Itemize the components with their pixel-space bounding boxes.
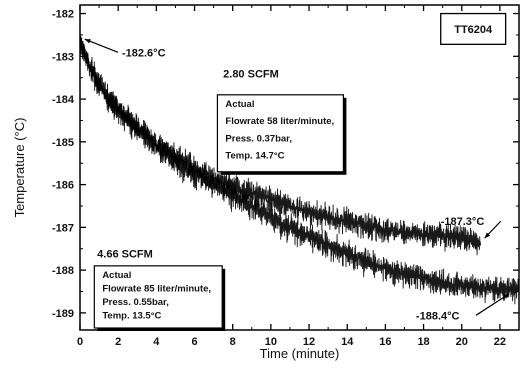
y-tick-label: -189 bbox=[52, 308, 74, 320]
info-box-line: Temp. 14.7°C bbox=[225, 151, 284, 162]
info-box bbox=[216, 94, 345, 173]
info-box-line: Press. 0.55bar, bbox=[102, 297, 169, 308]
x-tick-label: 0 bbox=[77, 336, 83, 348]
annotation-layer: -182.6°C 2.80 SCFM 4.66 SCFM -187.3°C -188.4… bbox=[84, 38, 510, 331]
y-tick-label: -185 bbox=[52, 137, 74, 149]
x-tick-label: 18 bbox=[417, 336, 429, 348]
x-tick-label: 4 bbox=[153, 336, 160, 348]
y-axis-ticks: -182 -183 -184 -185 -186 -187 -188 -189 bbox=[52, 9, 519, 320]
annotation-label: 2.80 SCFM bbox=[223, 69, 279, 81]
x-tick-label: 22 bbox=[494, 336, 506, 348]
y-tick-label: -183 bbox=[52, 51, 74, 63]
y-tick-label: -184 bbox=[52, 94, 75, 106]
plot-frame bbox=[79, 4, 520, 331]
annotation-arrowhead bbox=[503, 293, 510, 299]
x-tick-label: 2 bbox=[115, 336, 121, 348]
tag-box: TT6204 bbox=[440, 12, 507, 45]
annotation-arrowhead bbox=[484, 232, 491, 239]
x-tick-label: 14 bbox=[341, 336, 354, 348]
annotation-label: 4.66 SCFM bbox=[97, 248, 153, 260]
info-box-line: Flowrate 85 liter/minute, bbox=[102, 283, 211, 294]
x-tick-label: 6 bbox=[191, 336, 197, 348]
annotation-label: -187.3°C bbox=[441, 216, 485, 228]
info-box-line: Temp. 13.5°C bbox=[102, 310, 161, 321]
annotation-label: -182.6°C bbox=[122, 47, 166, 59]
info-box-line: Flowrate 58 liter/minute, bbox=[225, 116, 334, 127]
annotation-arrow bbox=[84, 38, 119, 53]
info-box bbox=[93, 265, 223, 329]
y-tick-label: -188 bbox=[52, 265, 74, 277]
annotation-arrowhead bbox=[84, 39, 91, 44]
y-axis-title: Temperature (°C) bbox=[12, 118, 27, 218]
series-layer bbox=[79, 30, 520, 305]
annotation-label: -188.4°C bbox=[416, 310, 460, 322]
y-tick-label: -182 bbox=[52, 9, 74, 21]
info-box-line: Actual bbox=[102, 270, 131, 281]
x-tick-label: 10 bbox=[265, 336, 277, 348]
x-axis-title: Time (minute) bbox=[260, 346, 340, 361]
info-box-line: Press. 0.37bar, bbox=[225, 133, 292, 144]
annotation-arrow bbox=[475, 293, 510, 316]
x-tick-label: 12 bbox=[303, 336, 315, 348]
y-tick-label: -186 bbox=[52, 180, 74, 192]
y-tick-label: -187 bbox=[52, 222, 74, 234]
tag-box-frame bbox=[440, 12, 507, 45]
x-tick-label: 20 bbox=[456, 336, 468, 348]
x-tick-label: 16 bbox=[379, 336, 391, 348]
info-box-line: Actual bbox=[225, 99, 254, 110]
x-tick-label: 8 bbox=[230, 336, 236, 348]
tag-label: TT6204 bbox=[454, 24, 493, 36]
series-line-1 bbox=[79, 30, 520, 305]
